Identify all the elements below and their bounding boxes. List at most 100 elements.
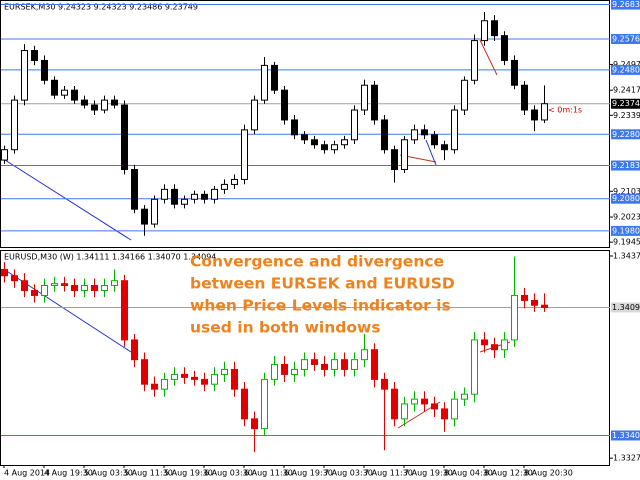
candle-body — [11, 99, 18, 151]
candle-body — [321, 363, 328, 370]
candle-body — [491, 20, 498, 37]
level-label: 9.26830 — [612, 0, 640, 9]
candle-body — [361, 84, 368, 111]
candle-body — [391, 388, 398, 420]
candle-body — [61, 89, 68, 96]
candle-body — [191, 376, 198, 380]
candle-body — [71, 89, 78, 101]
y-tick-label: 1.34373 — [613, 251, 640, 260]
x-tick-label: 7 Aug 19:30 — [404, 469, 453, 478]
candle-body — [21, 280, 28, 291]
y-tick-label: 9.20230 — [613, 213, 640, 222]
candle-body — [91, 284, 98, 291]
candle-body — [11, 275, 18, 282]
level-label: 1.33400 — [612, 431, 640, 440]
candle-body — [151, 383, 158, 390]
candle-body — [31, 289, 38, 296]
candle-body — [451, 109, 458, 151]
candle-body — [341, 359, 348, 370]
candle-body — [171, 373, 178, 380]
candle-body — [261, 64, 268, 101]
y-tick-label: 9.24970 — [613, 60, 640, 69]
candle-body — [191, 193, 198, 200]
level-label-box — [611, 64, 640, 75]
candle-body — [411, 398, 418, 405]
candle-body — [121, 280, 128, 341]
candle-body — [331, 144, 338, 151]
x-tick-label: 5 Aug 03:30 — [84, 469, 133, 478]
level-label: 9.24800 — [612, 65, 640, 74]
candle-body — [131, 169, 138, 210]
candle-body — [211, 188, 218, 200]
candle-body — [31, 50, 38, 61]
x-tick-label: 6 Aug 11:30 — [244, 469, 293, 478]
candle-body — [181, 198, 188, 205]
x-tick-label: 8 Aug 20:30 — [524, 469, 573, 478]
candle-body — [241, 388, 248, 420]
x-tick-label: 8 Aug 12:30 — [484, 469, 533, 478]
annotation: when Price Levels indicator is — [190, 297, 451, 315]
candle-body — [431, 134, 438, 146]
candle-body — [521, 84, 528, 111]
candle-body — [521, 294, 528, 301]
level-label-box — [611, 193, 640, 204]
candle-body — [301, 359, 308, 370]
x-tick-label: 8 Aug 04:30 — [444, 469, 493, 478]
candle-body — [511, 59, 518, 86]
candle-body — [541, 103, 548, 121]
current-price-box — [611, 98, 640, 109]
candle-body — [381, 119, 388, 151]
x-tick-label: 7 Aug 11:30 — [364, 469, 413, 478]
candle-body — [421, 398, 428, 405]
level-label: 9.21830 — [612, 161, 640, 170]
candle-body — [181, 373, 188, 378]
annotation: between EURSEK and EURUSD — [190, 275, 455, 293]
annotation: Convergence and divergence — [190, 253, 444, 271]
current-price-label: 1.34094 — [612, 303, 640, 312]
level-label-box — [611, 33, 640, 44]
candle-body — [201, 378, 208, 385]
level-label-box — [611, 129, 640, 140]
candle-body — [441, 408, 448, 420]
candle-body — [41, 284, 48, 296]
candle-body — [171, 188, 178, 205]
candle-body — [291, 119, 298, 136]
chart-header: EURUSD,M30 (W) 1.34111 1.34166 1.34070 1… — [4, 253, 216, 262]
candle-body — [221, 183, 228, 190]
level-label-box — [611, 0, 640, 10]
candle-body — [251, 99, 258, 131]
x-tick-label: 5 Aug 19:30 — [164, 469, 213, 478]
candle-body — [471, 339, 478, 395]
candle-body — [371, 349, 378, 380]
candle-body — [141, 208, 148, 225]
candle-body — [501, 35, 508, 61]
candle-body — [291, 368, 298, 375]
candle-body — [531, 109, 538, 121]
bottom-panel-frame — [0, 250, 610, 466]
candle-body — [1, 268, 8, 277]
candle-body — [271, 363, 278, 380]
y-tick-label: 9.24170 — [613, 86, 640, 95]
candle-body — [301, 134, 308, 141]
candle-body — [231, 368, 238, 390]
candle-body — [341, 139, 348, 146]
level-label-box — [611, 160, 640, 171]
candle-body — [61, 283, 68, 286]
candle-body — [101, 284, 108, 291]
candle-body — [461, 79, 468, 111]
candle-body — [251, 418, 258, 430]
candle-body — [441, 144, 448, 151]
level-label: 9.20800 — [612, 194, 640, 203]
candle-body — [401, 139, 408, 171]
candle-body — [91, 104, 98, 111]
candle-body — [121, 104, 128, 171]
top-panel-frame — [0, 0, 610, 248]
candle-body — [381, 378, 388, 390]
candle-body — [531, 299, 538, 306]
trend-line — [425, 139, 437, 166]
candle-body — [161, 188, 168, 200]
trend-line — [479, 39, 498, 76]
candle-body — [351, 359, 358, 370]
candle-body — [141, 359, 148, 385]
